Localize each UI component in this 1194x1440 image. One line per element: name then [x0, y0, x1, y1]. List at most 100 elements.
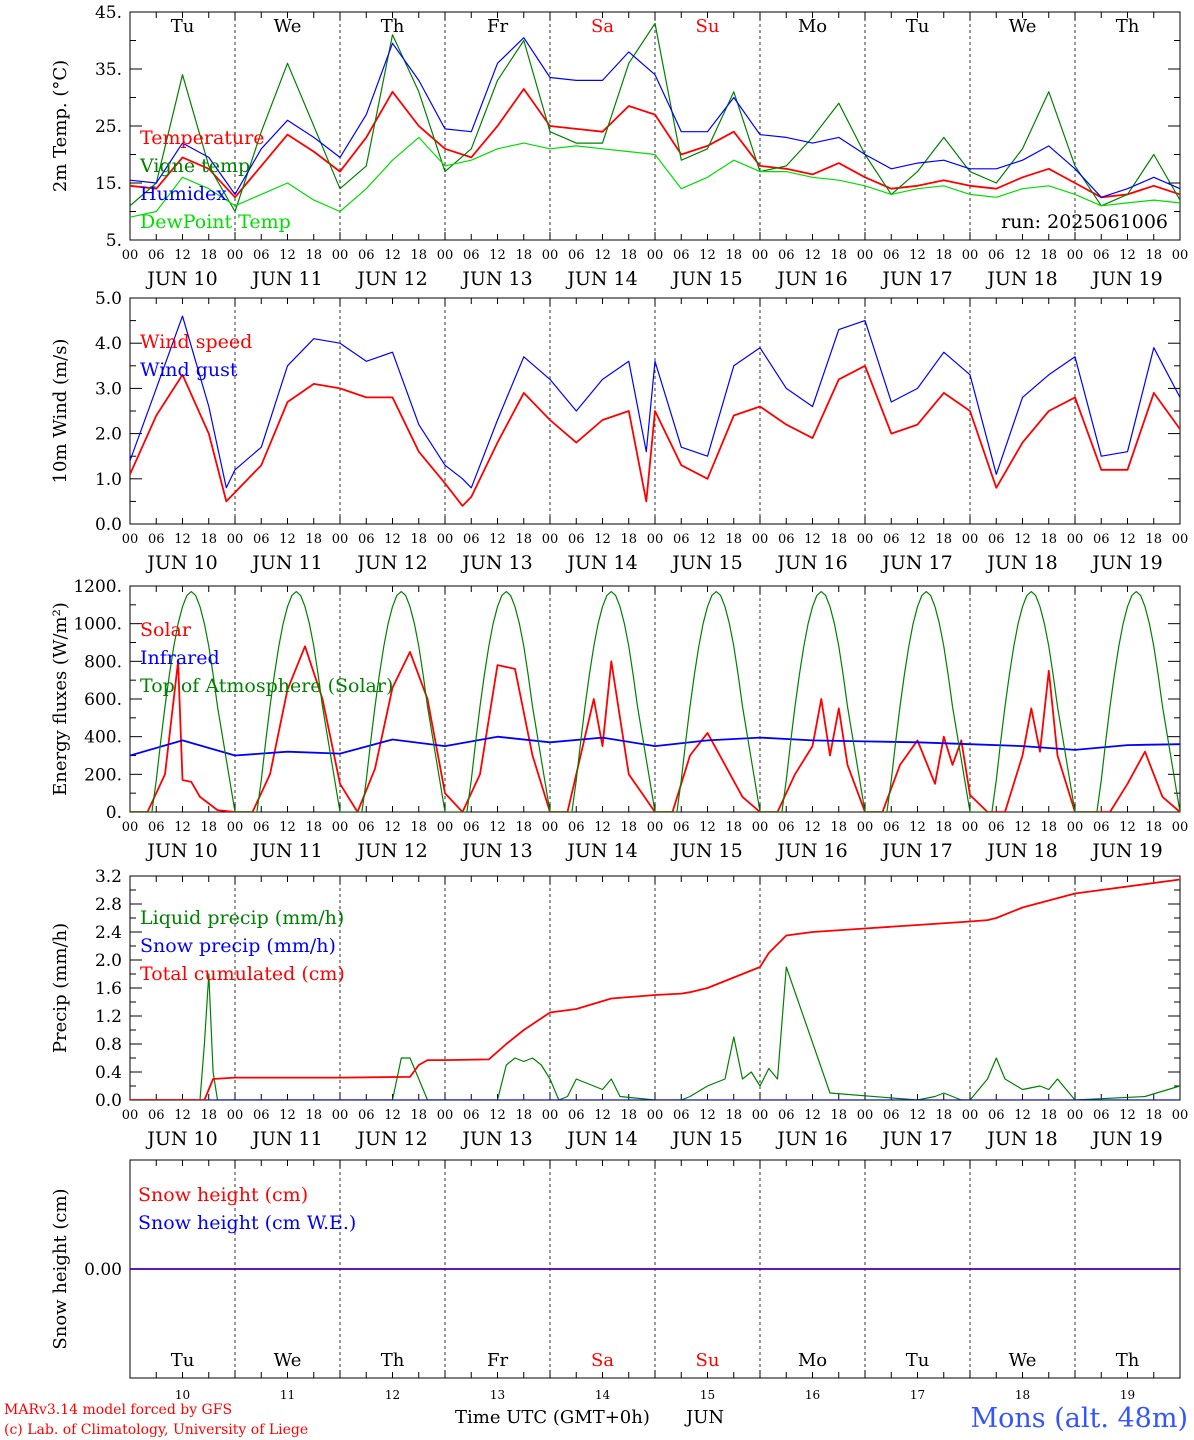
y-tick-label: 1.0	[95, 470, 122, 490]
y-axis-label: Precip (mm/h)	[50, 923, 71, 1053]
y-tick-label: 1000.	[73, 615, 122, 635]
day-number: 16	[805, 1388, 820, 1402]
day-number: 11	[280, 1388, 295, 1402]
hour-tick-label: 00	[962, 1108, 979, 1123]
hour-tick-label: 18	[200, 248, 217, 263]
hour-tick-label: 00	[437, 532, 454, 547]
hour-tick-label: 00	[752, 532, 769, 547]
panel-3: 0. 200. 400. 600. 800. 1000. 1200.Energy fluxe…	[50, 577, 1188, 862]
hour-tick-label: 00	[332, 820, 349, 835]
hour-tick-label: 06	[1093, 248, 1110, 263]
hour-tick-label: 00	[227, 820, 244, 835]
hour-tick-label: 12	[279, 820, 296, 835]
panel-5: 0.00 Snow height (cm) 10 11 12 13 14 15 16 17 18 19…	[50, 1159, 1181, 1402]
day-number: 19	[1120, 1388, 1135, 1402]
x-axis-label: Time UTC (GMT+0h)	[455, 1407, 650, 1428]
hour-tick-label: 12	[384, 248, 401, 263]
hour-tick-label: 12	[699, 820, 716, 835]
date-label: JUN 10	[145, 840, 217, 862]
hour-tick-label: 00	[962, 820, 979, 835]
weekday-label: Mo	[798, 1350, 827, 1371]
hour-tick-label: 18	[410, 248, 427, 263]
date-label: JUN 12	[355, 840, 427, 862]
series-line-solar	[130, 645, 1180, 812]
hour-tick-label: 06	[673, 820, 690, 835]
hour-tick-label: 06	[358, 1108, 375, 1123]
date-label: JUN 18	[985, 268, 1057, 290]
date-label: JUN 19	[1090, 840, 1162, 862]
hour-tick-label: 12	[909, 1108, 926, 1123]
hour-tick-label: 18	[620, 532, 637, 547]
hour-tick-label: 18	[200, 1108, 217, 1123]
hour-tick-label: 06	[148, 820, 165, 835]
hour-tick-label: 12	[804, 1108, 821, 1123]
hour-tick-label: 06	[148, 1108, 165, 1123]
hour-tick-label: 18	[725, 248, 742, 263]
series-line-temperature	[130, 88, 1180, 199]
y-tick-label: 0.8	[95, 1035, 122, 1055]
weekday-label: Fr	[487, 1350, 508, 1371]
y-tick-label: 3.0	[95, 379, 122, 399]
weekday-label: Th	[381, 1350, 405, 1371]
x-axis-month: JUN	[684, 1407, 724, 1428]
hour-tick-label: 12	[909, 248, 926, 263]
hour-tick-label: 00	[122, 1108, 139, 1123]
hour-tick-label: 00	[332, 532, 349, 547]
hour-tick-label: 06	[568, 248, 585, 263]
hour-tick-label: 06	[253, 1108, 270, 1123]
series-group	[130, 22, 1180, 218]
y-tick-label: 1.6	[95, 979, 122, 999]
hour-tick-label: 06	[778, 1108, 795, 1123]
hour-tick-label: 18	[1145, 1108, 1162, 1123]
date-label: JUN 18	[985, 552, 1057, 574]
hour-tick-label: 12	[384, 1108, 401, 1123]
panel-1: 5. 15. 25. 35. 45. 2m Temp. (°C) 00 06 12 18 JUN 1…	[50, 3, 1188, 290]
y-axis-label: Snow height (cm)	[50, 1188, 71, 1349]
hour-tick-label: 00	[542, 820, 559, 835]
hour-tick-label: 18	[725, 1108, 742, 1123]
legend-entry: Snow height (cm)	[138, 1184, 308, 1206]
hour-tick-label: 00	[122, 820, 139, 835]
hour-tick-label: 00	[332, 248, 349, 263]
series-group	[130, 315, 1180, 507]
hour-tick-label: 06	[253, 248, 270, 263]
date-label: JUN 16	[775, 552, 847, 574]
hour-tick-label: 00	[1067, 1108, 1084, 1123]
hour-tick-label: 00	[1067, 820, 1084, 835]
y-tick-label: 5.	[106, 231, 122, 251]
y-tick-label: 200.	[84, 765, 122, 785]
hour-tick-label: 12	[804, 820, 821, 835]
legend-entry: Snow height (cm W.E.)	[138, 1212, 356, 1234]
hour-tick-label: 12	[174, 248, 191, 263]
date-label: JUN 15	[670, 268, 742, 290]
date-label: JUN 13	[460, 840, 532, 862]
hour-tick-label: 06	[778, 820, 795, 835]
hour-tick-label: 00	[122, 532, 139, 547]
weekday-label: Th	[381, 16, 405, 37]
hour-tick-label: 06	[568, 1108, 585, 1123]
date-label: JUN 10	[145, 268, 217, 290]
date-label: JUN 10	[145, 1128, 217, 1150]
hour-tick-label: 18	[935, 248, 952, 263]
legend-entry: Wind speed	[140, 331, 252, 353]
date-label: JUN 16	[775, 268, 847, 290]
hour-tick-label: 00	[857, 532, 874, 547]
weekday-label: We	[1009, 16, 1037, 37]
date-label: JUN 18	[985, 840, 1057, 862]
hour-tick-label: 00	[437, 248, 454, 263]
hour-tick-label: 06	[988, 820, 1005, 835]
hour-tick-label: 00	[227, 532, 244, 547]
hour-tick-label: 06	[673, 248, 690, 263]
weekday-label: Mo	[798, 16, 827, 37]
hour-tick-label: 00	[332, 1108, 349, 1123]
hour-tick-label: 12	[489, 532, 506, 547]
y-tick-label: 600.	[84, 690, 122, 710]
date-label: JUN 12	[355, 268, 427, 290]
weekday-label: Sa	[591, 1350, 614, 1371]
hour-tick-label: 12	[1119, 1108, 1136, 1123]
y-tick-label: 0.	[106, 803, 122, 823]
hour-tick-label: 06	[673, 1108, 690, 1123]
date-label: JUN 17	[880, 552, 952, 574]
date-label: JUN 17	[880, 268, 952, 290]
hour-tick-label: 12	[174, 1108, 191, 1123]
